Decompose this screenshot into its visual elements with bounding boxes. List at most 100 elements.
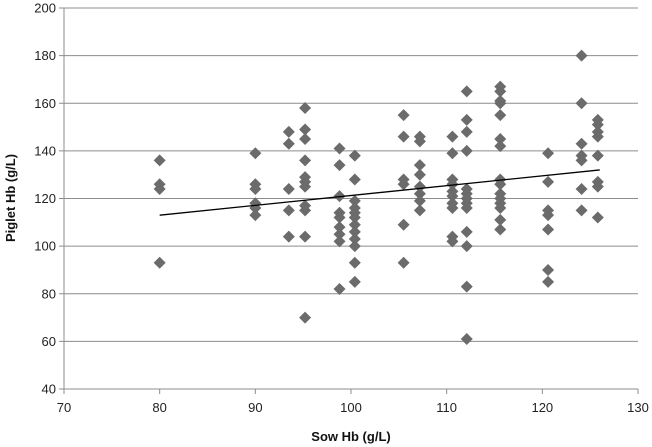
data-point	[446, 190, 459, 203]
data-point	[249, 182, 262, 195]
data-point	[348, 240, 361, 253]
data-point	[153, 154, 166, 167]
data-point	[460, 202, 473, 215]
y-tick-label: 60	[42, 334, 56, 349]
data-point	[333, 235, 346, 248]
data-point	[413, 159, 426, 172]
data-point	[299, 132, 312, 145]
data-point	[282, 125, 295, 138]
x-tick-labels: 70 80 90 100 110 120 130	[57, 400, 649, 415]
y-tick-label: 120	[34, 191, 56, 206]
data-point	[299, 180, 312, 193]
data-point	[460, 125, 473, 138]
data-point	[591, 211, 604, 224]
x-axis-title: Sow Hb (g/L)	[311, 429, 390, 444]
data-point	[348, 211, 361, 224]
data-point	[446, 147, 459, 160]
data-point	[249, 209, 262, 222]
x-tick-label: 130	[627, 400, 649, 415]
y-tick-label: 40	[42, 382, 56, 397]
y-tick-label: 160	[34, 96, 56, 111]
data-point	[460, 332, 473, 345]
data-point	[494, 109, 507, 122]
data-point	[333, 159, 346, 172]
y-tick-label: 180	[34, 48, 56, 63]
data-point	[446, 178, 459, 191]
data-point	[397, 256, 410, 269]
gridlines	[59, 7, 639, 394]
data-point	[397, 109, 410, 122]
data-point	[333, 221, 346, 234]
y-axis-title: Piglet Hb (g/L)	[3, 154, 18, 242]
data-point	[494, 85, 507, 98]
data-point	[591, 118, 604, 131]
data-point	[575, 154, 588, 167]
data-point	[494, 140, 507, 153]
data-point	[591, 149, 604, 162]
data-point	[494, 178, 507, 191]
data-point	[348, 275, 361, 288]
data-point	[446, 202, 459, 215]
x-tick-label: 80	[152, 400, 166, 415]
data-point	[282, 137, 295, 150]
data-point	[348, 225, 361, 238]
data-point	[282, 182, 295, 195]
data-point	[333, 228, 346, 241]
data-point	[397, 178, 410, 191]
data-point	[591, 180, 604, 193]
data-point	[413, 135, 426, 148]
data-point	[446, 235, 459, 248]
data-point	[299, 230, 312, 243]
data-point	[333, 282, 346, 295]
data-point	[153, 256, 166, 269]
data-point	[575, 97, 588, 110]
x-tick-label: 110	[436, 400, 457, 415]
data-points	[153, 49, 604, 345]
data-point	[575, 182, 588, 195]
data-point	[333, 211, 346, 224]
data-point	[494, 132, 507, 145]
data-point	[542, 209, 555, 222]
data-point	[542, 263, 555, 276]
data-point	[460, 85, 473, 98]
data-point	[494, 202, 507, 215]
data-point	[348, 173, 361, 186]
data-point	[542, 275, 555, 288]
trendline	[159, 169, 600, 216]
y-tick-label: 100	[34, 239, 56, 254]
data-point	[446, 130, 459, 143]
y-tick-label: 80	[42, 286, 56, 301]
data-point	[348, 149, 361, 162]
data-point	[299, 204, 312, 217]
data-point	[333, 142, 346, 155]
data-point	[348, 218, 361, 231]
data-point	[494, 97, 507, 110]
data-point	[413, 194, 426, 207]
y-tick-label: 140	[34, 143, 56, 158]
data-point	[575, 204, 588, 217]
data-point	[413, 187, 426, 200]
x-tick-label: 70	[57, 400, 71, 415]
data-point	[542, 147, 555, 160]
data-point	[460, 113, 473, 126]
data-point	[413, 204, 426, 217]
data-point	[575, 137, 588, 150]
data-point	[460, 144, 473, 157]
data-point	[542, 223, 555, 236]
data-point	[460, 240, 473, 253]
y-tick-labels: 40 60 80 100 120 140 160 180 200	[34, 1, 56, 397]
data-point	[299, 154, 312, 167]
data-point	[494, 213, 507, 226]
data-point	[397, 130, 410, 143]
data-point	[348, 256, 361, 269]
data-point	[494, 223, 507, 236]
data-point	[591, 130, 604, 143]
data-point	[397, 218, 410, 231]
data-point	[460, 225, 473, 238]
data-point	[542, 175, 555, 188]
data-point	[413, 168, 426, 181]
data-point	[299, 123, 312, 136]
data-point	[575, 49, 588, 62]
data-point	[299, 102, 312, 115]
